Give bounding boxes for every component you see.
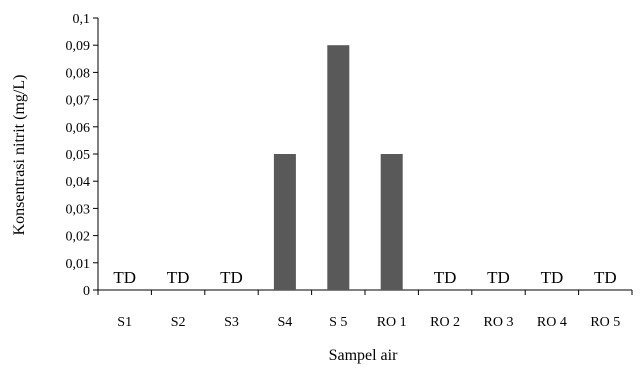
y-tick-label: 0,07: [66, 94, 91, 109]
x-tick-label: RO 4: [537, 315, 567, 330]
x-tick-label: S 5: [329, 315, 347, 330]
y-tick-label: 0,06: [66, 121, 91, 136]
data-label: TD: [167, 268, 190, 287]
x-tick-label: RO 5: [590, 315, 620, 330]
y-tick-label: 0,05: [66, 148, 91, 163]
data-label: TD: [594, 268, 617, 287]
data-label: TD: [487, 268, 510, 287]
y-tick-label: 0,1: [73, 12, 91, 27]
bar: [273, 154, 296, 290]
y-tick-label: 0,04: [66, 175, 91, 190]
y-tick-label: 0,03: [66, 202, 91, 217]
x-tick-label: RO 1: [377, 315, 407, 330]
plot-area: 0 0,01 0,02 0,03 0,04 0,05 0,06 0,07 0,08 0,09 0,1…: [66, 12, 633, 330]
y-tick-label: 0,08: [66, 66, 91, 81]
data-label: TD: [113, 268, 136, 287]
bar: [327, 45, 350, 291]
data-label: TD: [434, 268, 457, 287]
data-label: TD: [541, 268, 564, 287]
x-tick-label: S4: [278, 315, 293, 330]
y-tick-label: 0: [83, 284, 90, 299]
x-tick-label: S1: [117, 315, 132, 330]
x-axis-label: Sampel air: [329, 347, 399, 364]
x-tick-label: RO 3: [484, 315, 514, 330]
x-tick-label: S3: [224, 315, 239, 330]
y-tick-label: 0,02: [66, 230, 91, 245]
x-tick-label: S2: [171, 315, 186, 330]
x-tick-label: RO 2: [430, 315, 460, 330]
y-tick-label: 0,01: [66, 257, 91, 272]
y-axis-label: Konsentrasi nitrit (mg/L): [11, 75, 28, 236]
bar: [380, 154, 403, 290]
y-tick-label: 0,09: [66, 39, 91, 54]
data-label: TD: [220, 268, 243, 287]
